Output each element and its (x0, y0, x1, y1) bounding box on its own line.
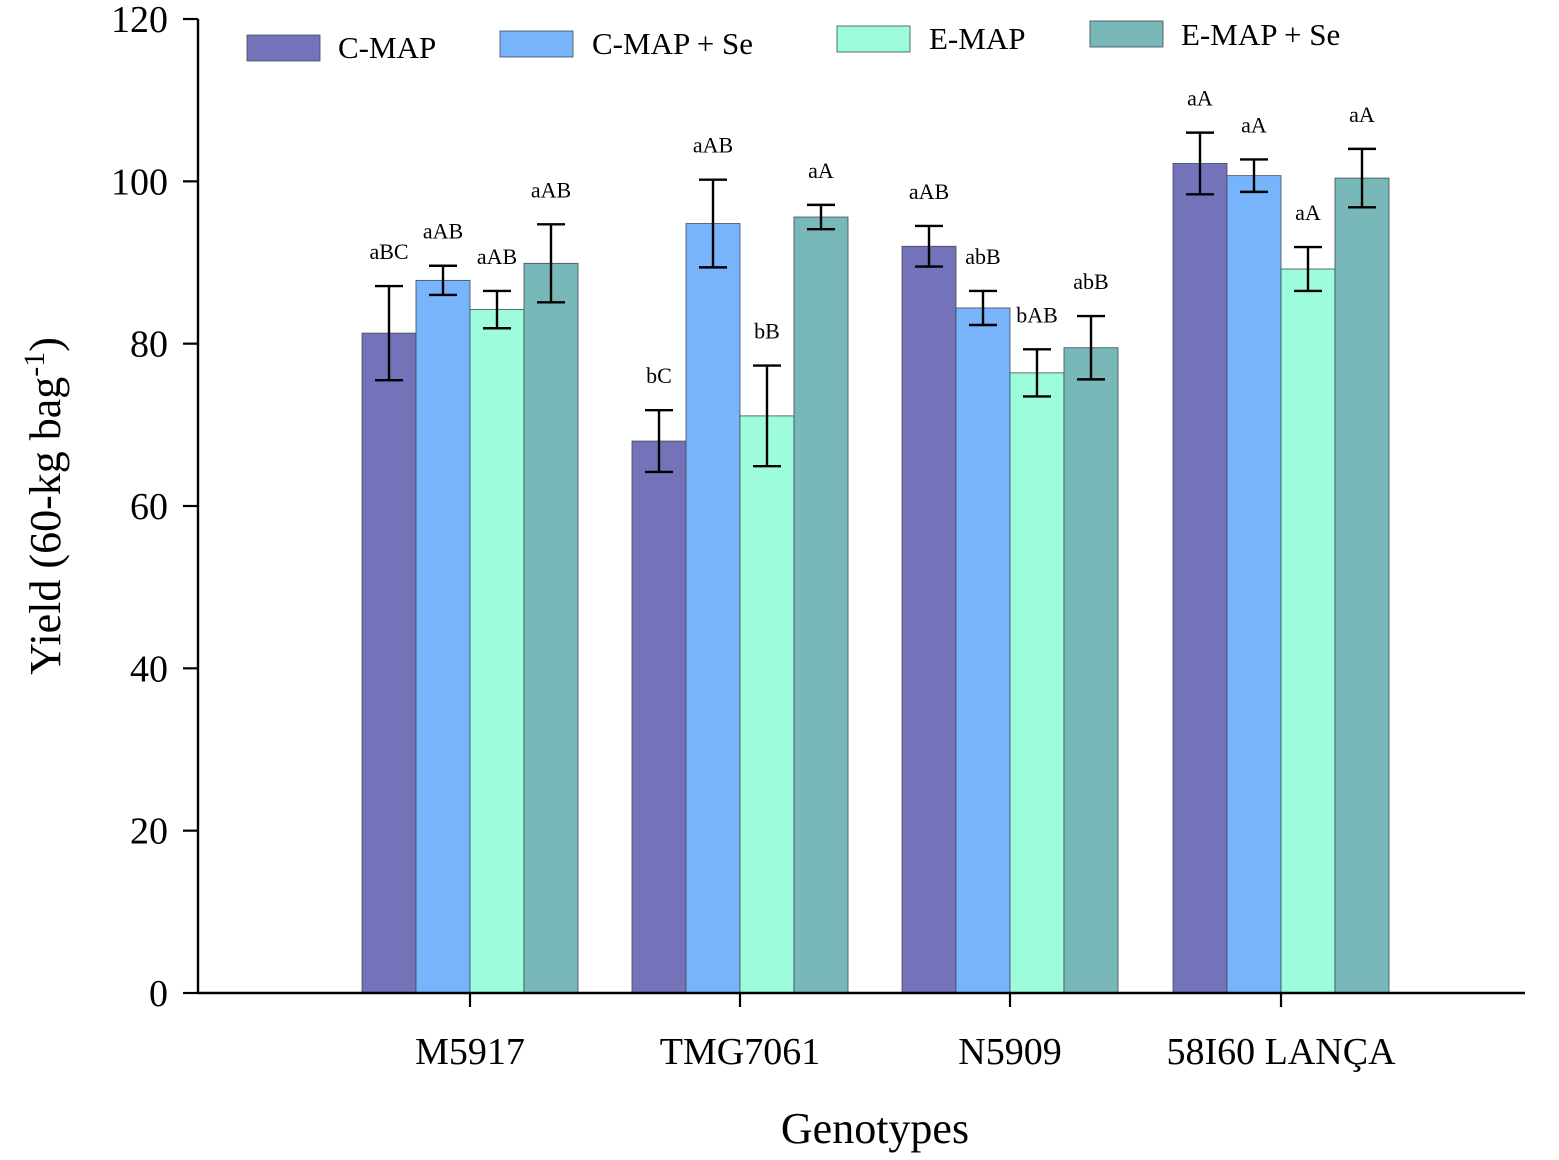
y-tick-label-100: 100 (111, 161, 168, 203)
y-tick-label-60: 60 (130, 486, 168, 528)
significance-label-tmg7061-c-map: bC (646, 363, 672, 388)
bar-58i60-lan-a-e-map (1280, 268, 1336, 994)
bar-58i60-lan-a-e-map-se (1334, 177, 1390, 994)
error-bar-m5917-c-map (375, 284, 403, 382)
error-bar-m5917-c-map-se (429, 264, 457, 297)
y-tick-label-80: 80 (130, 324, 168, 366)
data-labels-group: aBC aAB aAB aAB bC aAB bB aA aAB abB bAB abB aA aA aA a… (369, 86, 1374, 389)
error-bar-n5909-c-map (915, 224, 943, 268)
error-bar-58i60-lan-a-c-map (1186, 131, 1214, 196)
error-bar-m5917-e-map (483, 289, 511, 330)
x-tick-label-n5909: N5909 (958, 1031, 1061, 1073)
error-bar-tmg7061-e-map (753, 364, 781, 468)
error-bar-tmg7061-e-map-se (807, 203, 835, 231)
bar-tmg7061-c-map (631, 440, 687, 994)
y-tick-label-120: 120 (111, 0, 168, 41)
significance-label-n5909-e-map: bAB (1016, 302, 1058, 327)
error-bar-58i60-lan-a-e-map-se (1348, 147, 1376, 209)
bar-58i60-lan-a-c-map-se (1226, 175, 1282, 994)
bar-n5909-c-map (901, 245, 957, 994)
y-axis-title-main: Yield (60-kg bag (21, 377, 70, 675)
bar-58i60-lan-a-c-map (1172, 163, 1228, 994)
error-bar-n5909-e-map-se (1077, 314, 1105, 381)
legend-label-e-map-se: E-MAP + Se (1181, 17, 1340, 52)
significance-label-m5917-c-map: aBC (369, 239, 408, 264)
significance-label-tmg7061-e-map-se: aA (808, 158, 834, 183)
error-bars-group (375, 131, 1376, 474)
legend-item-c-map-se: C-MAP + Se (499, 26, 753, 61)
bar-n5909-e-map (1009, 372, 1065, 994)
legend-label-c-map-se: C-MAP + Se (592, 26, 753, 61)
bar-n5909-c-map-se (955, 307, 1011, 994)
significance-label-m5917-e-map: aAB (477, 244, 517, 269)
significance-label-58i60-lan-a-e-map: aA (1295, 200, 1321, 225)
error-bar-58i60-lan-a-e-map (1294, 245, 1322, 293)
bar-m5917-c-map (361, 332, 417, 994)
significance-label-58i60-lan-a-c-map: aA (1187, 86, 1213, 111)
significance-label-n5909-c-map-se: abB (965, 244, 1000, 269)
legend-item-e-map: E-MAP (836, 21, 1025, 56)
significance-label-58i60-lan-a-c-map-se: aA (1241, 112, 1267, 137)
legend-item-c-map: C-MAP (246, 30, 436, 65)
legend-label-c-map: C-MAP (338, 30, 436, 65)
x-tick-label-58i60-lan-a: 58I60 LANÇA (1166, 1031, 1396, 1073)
axes-group: 0 20 40 60 80 100 120 M5917 TMG7061 N5909 58I60 LA… (111, 0, 1525, 1073)
legend-label-e-map: E-MAP (929, 21, 1025, 56)
bar-tmg7061-e-map-se (793, 216, 849, 994)
y-tick-label-0: 0 (149, 973, 168, 1015)
bar-tmg7061-c-map-se (685, 223, 741, 994)
y-axis-title-superscript: -1 (18, 352, 51, 377)
legend-swatch-e-map-se (1089, 20, 1164, 48)
x-tick-label-m5917: M5917 (415, 1031, 525, 1073)
significance-label-m5917-c-map-se: aAB (423, 219, 463, 244)
error-bar-m5917-e-map-se (537, 223, 565, 304)
bar-tmg7061-e-map (739, 415, 795, 994)
significance-label-tmg7061-c-map-se: aAB (693, 133, 733, 158)
y-axis-title-suffix: ) (21, 337, 70, 352)
bar-n5909-e-map-se (1063, 347, 1119, 994)
error-bar-tmg7061-c-map-se (699, 178, 727, 269)
bar-m5917-c-map-se (415, 279, 471, 994)
y-tick-label-20: 20 (130, 811, 168, 853)
bars-group (361, 163, 1390, 994)
significance-label-n5909-c-map: aAB (909, 179, 949, 204)
legend-swatch-c-map (246, 34, 321, 62)
legend-swatch-e-map (836, 25, 911, 53)
significance-label-m5917-e-map-se: aAB (531, 177, 571, 202)
legend-swatch-c-map-se (499, 30, 574, 58)
error-bar-58i60-lan-a-c-map-se (1240, 158, 1268, 194)
x-axis-title: Genotypes (781, 1104, 969, 1153)
y-axis-title: Yield (60-kg bag-1) (18, 337, 70, 675)
significance-label-58i60-lan-a-e-map-se: aA (1349, 102, 1375, 127)
bar-m5917-e-map-se (523, 262, 579, 994)
error-bar-n5909-c-map-se (969, 289, 997, 327)
error-bar-n5909-e-map (1023, 348, 1051, 398)
legend-item-e-map-se: E-MAP + Se (1089, 17, 1340, 52)
significance-label-n5909-e-map-se: abB (1073, 269, 1108, 294)
x-tick-label-tmg7061: TMG7061 (660, 1031, 820, 1073)
error-bar-tmg7061-c-map (645, 409, 673, 474)
bar-m5917-e-map (469, 309, 525, 994)
y-tick-label-40: 40 (130, 648, 168, 690)
significance-label-tmg7061-e-map: bB (754, 319, 780, 344)
legend: C-MAP C-MAP + Se E-MAP E-MAP + Se (246, 17, 1340, 65)
